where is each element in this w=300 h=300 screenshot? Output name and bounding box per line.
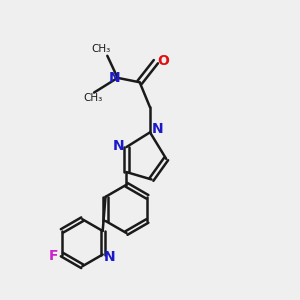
Text: N: N — [112, 139, 124, 153]
Text: CH₃: CH₃ — [92, 44, 111, 54]
Text: N: N — [108, 71, 120, 85]
Text: N: N — [152, 122, 163, 136]
Text: O: O — [157, 54, 169, 68]
Text: F: F — [49, 249, 58, 263]
Text: N: N — [104, 250, 116, 265]
Text: CH₃: CH₃ — [83, 93, 102, 103]
